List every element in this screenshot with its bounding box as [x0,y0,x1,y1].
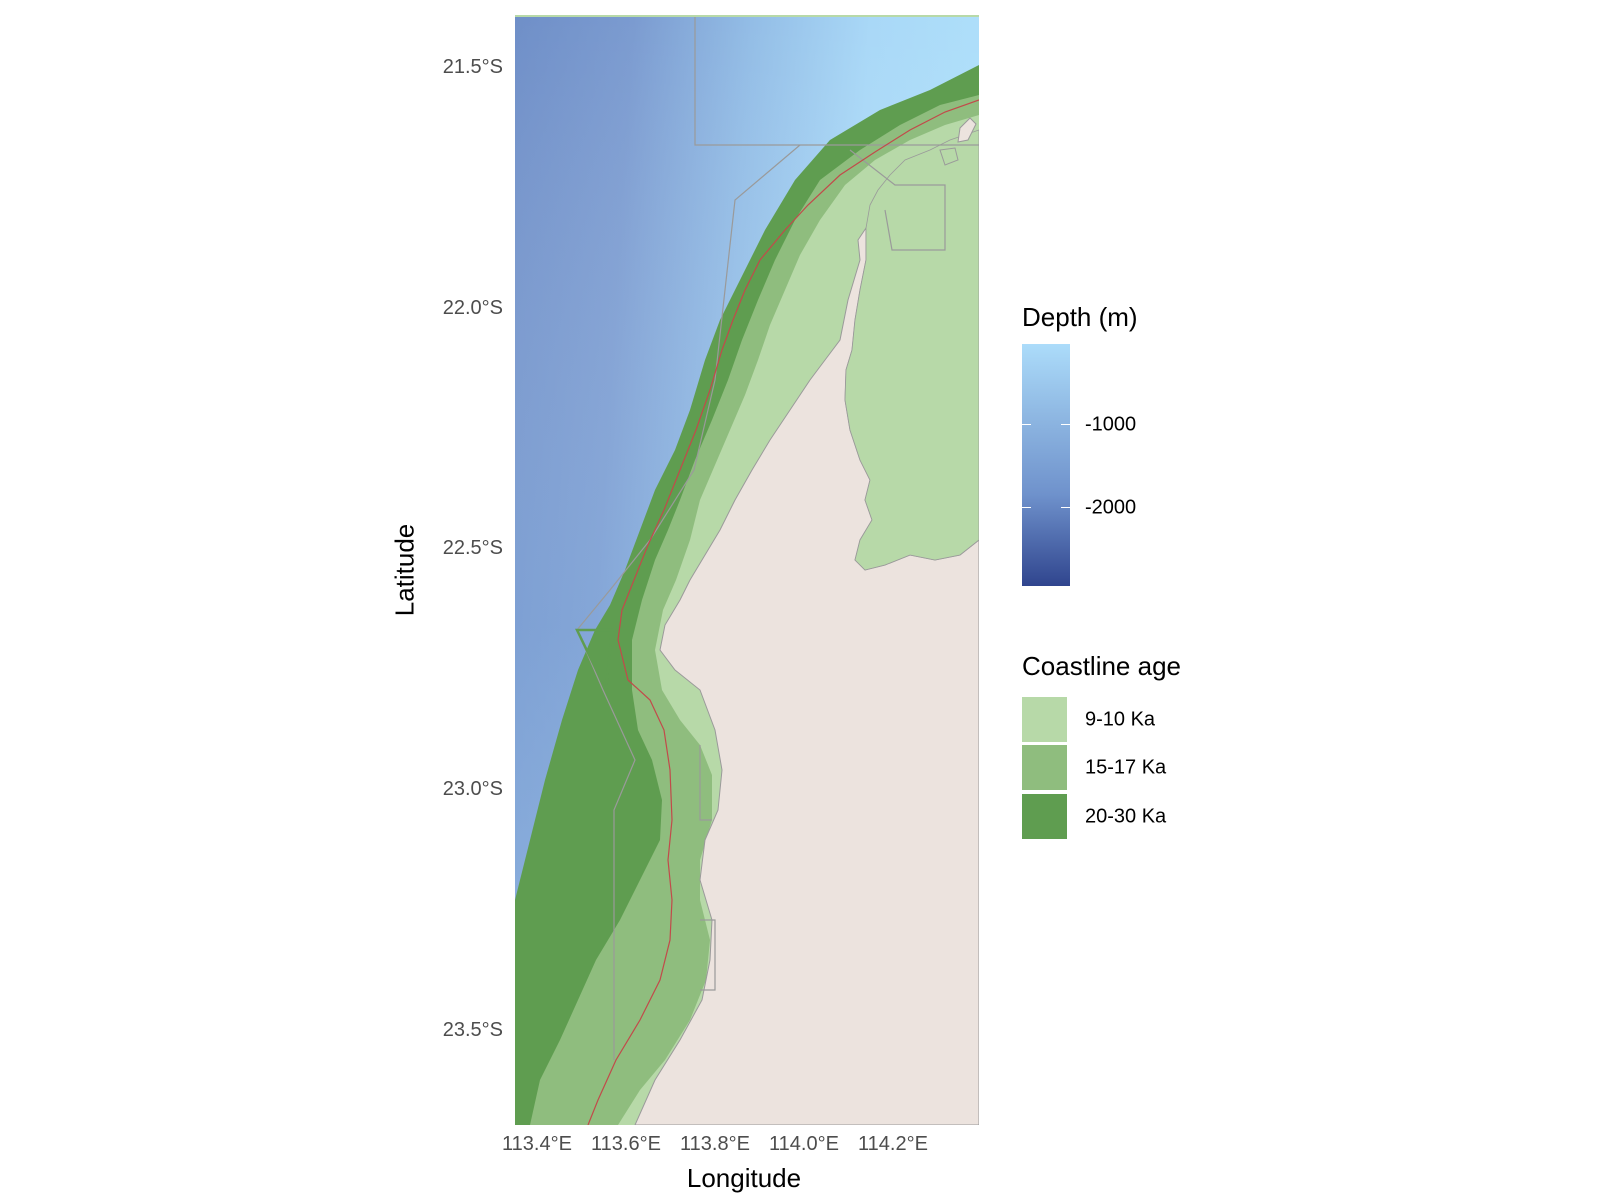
legend-label: 9-10 Ka [1085,708,1156,731]
depth-label: -2000 [1085,496,1137,519]
legend-key-15-17ka [1022,745,1067,790]
y-tick-label: 23.5°S [442,1019,503,1041]
x-tick-label: 113.6°E [591,1133,661,1155]
depth-label: -1000 [1085,413,1137,436]
legend-label: 15-17 Ka [1085,756,1167,779]
x-tick-label: 113.4°E [502,1133,572,1155]
x-tick-label: 113.8°E [680,1133,750,1155]
x-tick-label: 114.2°E [858,1133,928,1155]
colorbar-tick [1022,507,1031,508]
sanctuary-zone [575,628,614,695]
legend-label: 20-30 Ka [1085,805,1167,828]
y-tick-label: 22.0°S [442,297,503,319]
y-tick-label: 23.0°S [442,778,503,800]
red-contour-line [587,99,979,1125]
depth-colorbar [1022,344,1070,586]
legend-key-20-30ka [1022,794,1067,839]
marine-park-boundaries [576,15,979,1060]
island [939,147,959,166]
x-tick-label: 114.0°E [769,1133,839,1155]
y-tick-label: 21.5°S [442,56,503,78]
coastline-legend-title: Coastline age [1022,651,1181,681]
x-axis-title: Longitude [686,1163,802,1193]
colorbar-tick [1061,424,1070,425]
y-axis-title: Latitude [389,523,420,617]
colorbar-tick [1022,424,1031,425]
colorbar-tick [1061,507,1070,508]
depth-legend-title: Depth (m) [1022,302,1138,332]
legend-key-9-10ka [1022,697,1067,742]
y-tick-label: 22.5°S [442,537,503,559]
island [957,117,977,143]
